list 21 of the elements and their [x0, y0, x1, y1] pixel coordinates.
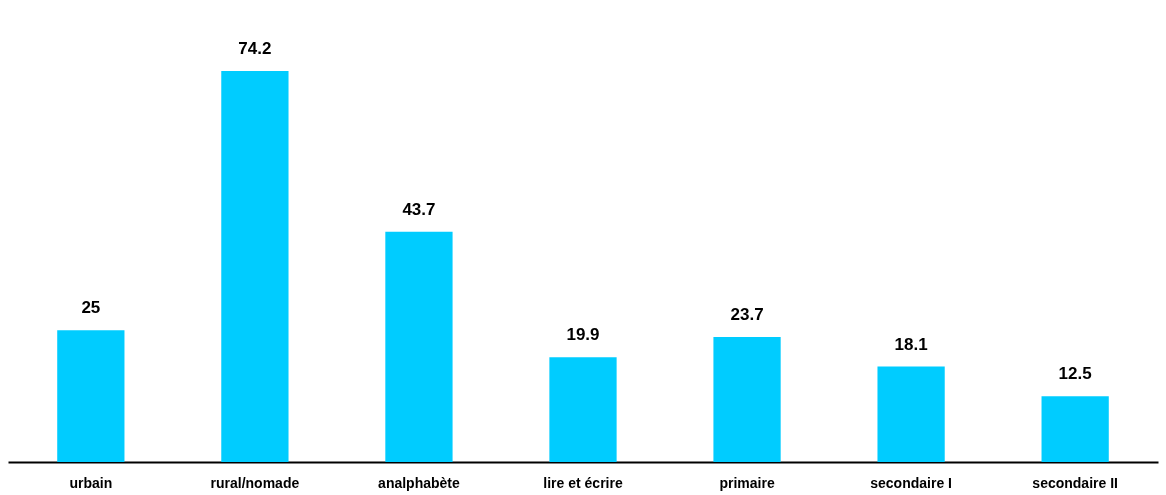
- x-tick-label: urbain: [69, 474, 113, 491]
- x-tick-label: secondaire I: [870, 474, 952, 491]
- data-label: 43.7: [402, 199, 436, 219]
- bar: [549, 357, 617, 462]
- bar: [1041, 396, 1109, 462]
- data-label: 25: [81, 298, 101, 318]
- bar: [221, 71, 289, 462]
- x-tick-label: analphabète: [378, 474, 460, 491]
- bar: [57, 330, 125, 462]
- data-label: 74.2: [238, 39, 272, 58]
- x-tick-label: primaire: [719, 474, 775, 491]
- bar: [385, 231, 453, 462]
- x-tick-label: rural/nomade: [210, 474, 300, 491]
- data-label: 19.9: [566, 325, 600, 345]
- x-tick-label: lire et écrire: [543, 474, 623, 491]
- bar: [877, 366, 945, 462]
- data-label: 12.5: [1058, 364, 1092, 384]
- data-label: 18.1: [894, 334, 928, 354]
- data-label: 23.7: [730, 305, 764, 325]
- bar: [713, 337, 781, 462]
- x-tick-label: secondaire II: [1032, 474, 1118, 491]
